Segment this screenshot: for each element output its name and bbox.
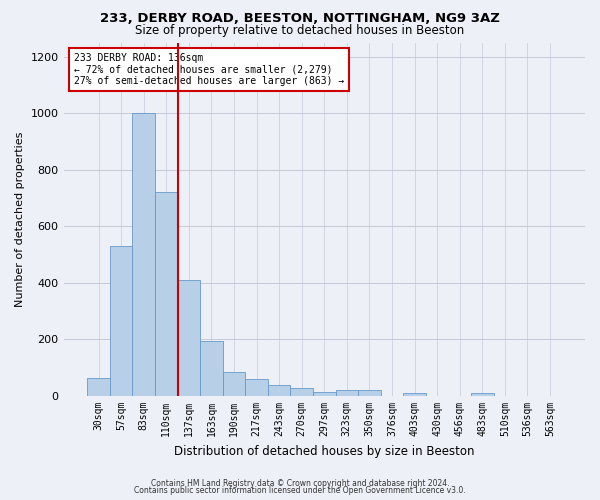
Bar: [178, 280, 200, 396]
Bar: [268, 384, 290, 396]
X-axis label: Distribution of detached houses by size in Beeston: Distribution of detached houses by size …: [174, 444, 475, 458]
Bar: [87, 378, 110, 396]
Bar: [403, 392, 426, 396]
Bar: [110, 246, 133, 396]
Bar: [200, 341, 223, 396]
Bar: [358, 390, 381, 396]
Bar: [133, 113, 155, 396]
Bar: [471, 393, 494, 396]
Text: 233, DERBY ROAD, BEESTON, NOTTINGHAM, NG9 3AZ: 233, DERBY ROAD, BEESTON, NOTTINGHAM, NG…: [100, 12, 500, 26]
Bar: [290, 388, 313, 396]
Bar: [313, 392, 335, 396]
Text: Size of property relative to detached houses in Beeston: Size of property relative to detached ho…: [136, 24, 464, 37]
Bar: [223, 372, 245, 396]
Bar: [245, 379, 268, 396]
Y-axis label: Number of detached properties: Number of detached properties: [15, 132, 25, 307]
Text: Contains public sector information licensed under the Open Government Licence v3: Contains public sector information licen…: [134, 486, 466, 495]
Bar: [335, 390, 358, 396]
Bar: [155, 192, 178, 396]
Text: 233 DERBY ROAD: 136sqm
← 72% of detached houses are smaller (2,279)
27% of semi-: 233 DERBY ROAD: 136sqm ← 72% of detached…: [74, 53, 344, 86]
Text: Contains HM Land Registry data © Crown copyright and database right 2024.: Contains HM Land Registry data © Crown c…: [151, 478, 449, 488]
